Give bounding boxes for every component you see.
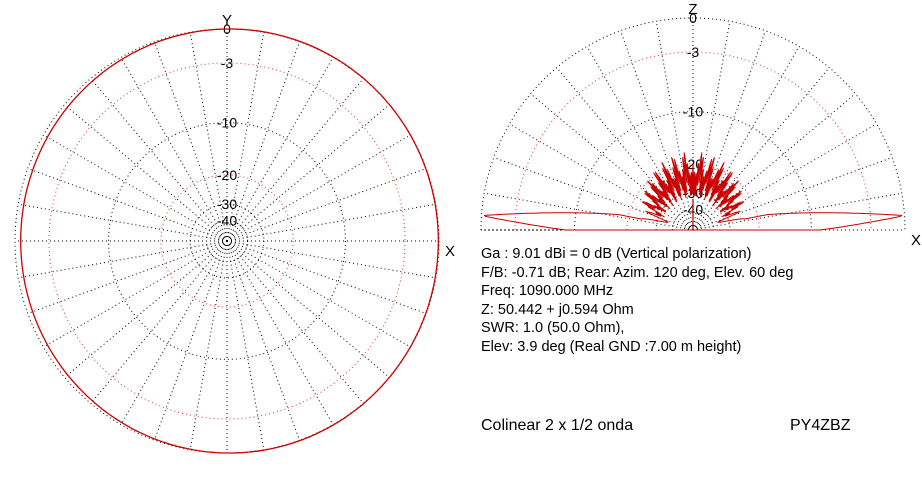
- ring-minus30db: [189, 203, 265, 279]
- grid-spoke: [154, 41, 228, 242]
- grid-spoke: [692, 93, 856, 231]
- grid-spoke: [27, 168, 228, 242]
- grid-spoke: [226, 134, 411, 242]
- grid-spoke: [226, 203, 436, 242]
- grid-spoke: [64, 104, 228, 242]
- grid-spoke: [43, 134, 228, 242]
- grid-spoke: [189, 32, 228, 242]
- antenna-info-panel: Ga : 9.01 dBi = 0 dB (Vertical polarizat…: [481, 245, 901, 357]
- grid-spoke: [692, 67, 830, 231]
- grid-spoke: [90, 78, 228, 242]
- axis-right-label: X: [445, 243, 455, 260]
- grid-spoke: [90, 240, 228, 404]
- grid-spoke: [692, 192, 902, 231]
- author-callsign: PY4ZBZ: [790, 417, 851, 434]
- grid-spoke: [226, 240, 436, 279]
- grid-spoke: [493, 157, 694, 231]
- grid-spoke: [226, 104, 390, 242]
- grid-spoke: [484, 192, 694, 231]
- grid-spoke: [154, 240, 228, 441]
- grid-spoke: [189, 240, 228, 450]
- ring-label: 0: [689, 10, 697, 26]
- front-back-line: F/B: -0.71 dB; Rear: Azim. 120 deg, Elev…: [481, 264, 794, 281]
- ring-minus40db: [205, 219, 249, 263]
- axis-right-label: X: [911, 232, 921, 249]
- grid-spoke: [655, 21, 694, 231]
- ring-label: -30: [217, 196, 237, 212]
- gain-line: Ga : 9.01 dBi = 0 dB (Vertical polarizat…: [481, 246, 752, 262]
- grid-spoke: [120, 240, 228, 425]
- grid-spoke: [43, 240, 228, 348]
- grid-spoke: [226, 78, 364, 242]
- grid-spoke: [226, 32, 265, 242]
- axis-top-label: Z: [688, 1, 697, 18]
- elevation-line: Elev: 3.9 deg (Real GND :7.00 m height): [481, 338, 742, 355]
- ring-minus10db: [108, 122, 346, 360]
- grid-spoke: [64, 240, 228, 378]
- grid-spoke: [692, 157, 893, 231]
- ring-label: -10: [217, 115, 237, 131]
- grid-spoke: [27, 240, 228, 314]
- azimuth-pattern-trace: [20, 28, 439, 454]
- grid-spoke: [226, 240, 364, 404]
- ring-minus20db: [160, 174, 294, 308]
- ring-label: -10: [683, 104, 703, 120]
- grid-spoke: [226, 240, 265, 450]
- grid-spoke: [692, 46, 800, 231]
- ring-label: -20: [217, 167, 237, 183]
- impedance-line: Z: 50.442 + j0.594 Ohm: [481, 301, 634, 318]
- grid-spoke: [692, 30, 766, 231]
- antenna-title: Colinear 2 x 1/2 onda: [481, 417, 634, 434]
- grid-spoke: [509, 123, 694, 231]
- ring-minus10db: [574, 111, 812, 231]
- elevation-pattern-trace: [483, 152, 903, 231]
- grid-spoke: [620, 30, 694, 231]
- grid-spoke: [18, 203, 228, 242]
- grid-spoke: [226, 240, 334, 425]
- axis-top-label: Y: [222, 12, 232, 29]
- ring-0db: [480, 17, 906, 231]
- grid-spoke: [556, 67, 694, 231]
- grid-spoke: [226, 57, 334, 242]
- swr-line: SWR: 1.0 (50.0 Ohm),: [481, 320, 625, 337]
- grid-spoke: [586, 46, 694, 231]
- grid-spoke: [530, 93, 694, 231]
- ring-minus3db: [48, 62, 406, 420]
- grid-spoke: [120, 57, 228, 242]
- grid-spoke: [226, 240, 427, 314]
- grid-spoke: [226, 240, 390, 378]
- ring-label: -3: [221, 55, 234, 71]
- ring-label: -40: [217, 212, 237, 228]
- grid-spoke: [692, 123, 877, 231]
- grid-spoke: [226, 168, 427, 242]
- grid-spoke: [226, 41, 300, 242]
- ring-label: -3: [687, 44, 700, 60]
- grid-spoke: [18, 240, 228, 279]
- frequency-line: Freq: 1090.000 MHz: [481, 283, 614, 300]
- grid-spoke: [692, 21, 731, 231]
- grid-spoke: [226, 240, 300, 441]
- grid-spoke: [226, 240, 411, 348]
